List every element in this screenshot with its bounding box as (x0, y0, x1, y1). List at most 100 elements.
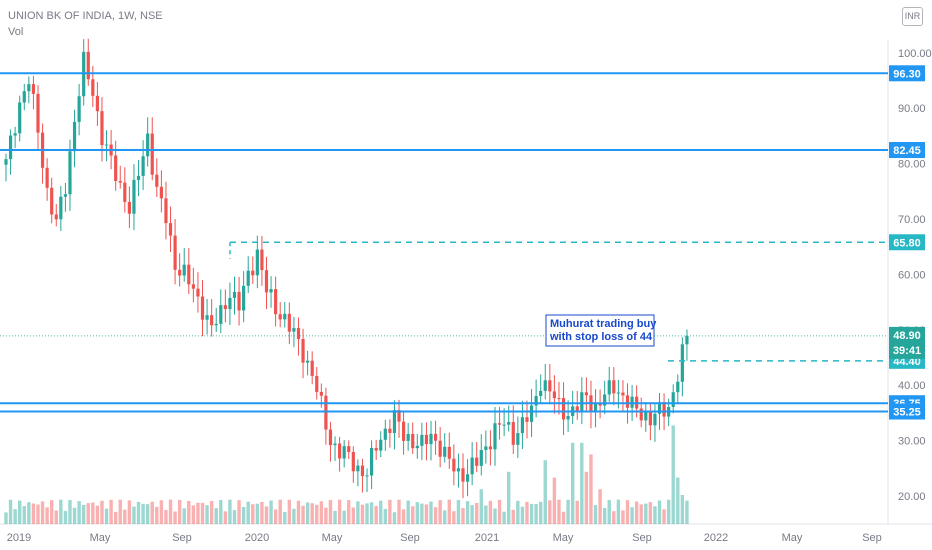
candle-body (104, 144, 109, 146)
volume-bar (287, 499, 292, 524)
volume-bar (529, 503, 534, 524)
volume-bar (18, 500, 22, 524)
volume-bar (429, 501, 433, 524)
candle-body (283, 313, 287, 320)
candle-body (210, 315, 214, 326)
candle-body (155, 174, 159, 187)
candle-body (616, 392, 620, 394)
candle-body (456, 468, 461, 472)
level-price-tag (889, 65, 925, 82)
candle-body (287, 313, 291, 332)
volume-bar (315, 504, 319, 524)
candle-body (118, 180, 122, 183)
candle-body (223, 305, 227, 310)
y-tick-label: 60.00 (898, 269, 926, 281)
volume-bar (246, 501, 250, 524)
volume-bar (255, 503, 260, 524)
candle-body (228, 297, 232, 310)
x-tick-label: 2019 (7, 532, 31, 544)
volume-bar (525, 501, 529, 524)
volume-bar (589, 454, 593, 524)
volume-bar (127, 500, 132, 524)
level-price-tag-label: 82.45 (893, 145, 921, 157)
volume-bar (132, 506, 136, 524)
candle-body (36, 93, 40, 133)
candle-body (310, 360, 314, 376)
volume-bar (356, 501, 360, 524)
candle-body (443, 446, 447, 457)
candle-body (548, 380, 552, 392)
volume-bar (136, 501, 141, 524)
candle-body (132, 179, 136, 214)
candle-body (607, 380, 611, 395)
candle-body (150, 133, 154, 175)
y-tick-label: 100.00 (898, 48, 932, 60)
volume-bar (374, 505, 378, 524)
candle-body (342, 446, 346, 459)
volume-bar (607, 499, 611, 524)
candle-body (657, 402, 662, 414)
volume-bar (219, 499, 223, 524)
candle-body (251, 270, 255, 276)
candle-body (278, 314, 282, 320)
volume-bar (177, 499, 182, 524)
x-tick-label: 2020 (245, 532, 269, 544)
volume-bar (54, 510, 58, 524)
candle-body (27, 84, 31, 92)
volume-bar (27, 502, 31, 524)
currency-badge[interactable]: INR (902, 7, 923, 26)
volume-bar (63, 511, 68, 524)
volume-bar (200, 502, 205, 524)
candle-body (447, 446, 451, 459)
volume-bar (470, 505, 474, 524)
candle-body (497, 423, 502, 425)
candle-body (264, 270, 269, 293)
volume-bar (31, 503, 36, 524)
candle-body (168, 223, 173, 236)
candle-body (351, 451, 355, 472)
volume-bar (433, 507, 438, 524)
candle-body (415, 445, 419, 449)
candle-body (187, 264, 191, 285)
candle-body (205, 315, 209, 320)
candle-body (246, 270, 250, 286)
volume-bar (251, 504, 255, 524)
volume-bar (100, 500, 104, 524)
volume-bar (205, 505, 209, 524)
candle-body (123, 182, 127, 202)
volume-bar (379, 500, 383, 524)
x-tick-label: May (553, 532, 574, 544)
candle-body (392, 410, 397, 433)
candle-body (191, 284, 195, 289)
volume-bar (616, 499, 621, 524)
candle-body (625, 395, 630, 408)
volume-bar (214, 508, 218, 524)
candle-body (612, 380, 616, 394)
candle-body (557, 398, 561, 400)
candle-body (214, 323, 218, 326)
candle-body (575, 406, 579, 412)
candle-body (685, 335, 689, 345)
volume-bar (543, 460, 547, 524)
volume-bar (104, 508, 109, 524)
volume-bar (602, 507, 607, 524)
volume-label: Vol (8, 26, 24, 38)
candle-body (603, 394, 607, 406)
volume-bar (461, 507, 465, 524)
volume-bar (666, 499, 671, 524)
volume-bar (72, 507, 77, 524)
y-tick-label: 70.00 (898, 214, 926, 226)
x-tick-label: Sep (862, 532, 882, 544)
volume-bar (534, 503, 538, 524)
candle-body (479, 449, 483, 466)
level-price-tag-label: 65.80 (893, 237, 921, 249)
volume-bar (511, 509, 515, 524)
volume-bar (301, 505, 305, 524)
volume-bar (187, 500, 191, 524)
candle-body (54, 214, 58, 220)
candle-body (543, 380, 547, 391)
volume-bar (269, 500, 273, 524)
candle-body (274, 289, 278, 315)
candle-body (644, 412, 648, 421)
